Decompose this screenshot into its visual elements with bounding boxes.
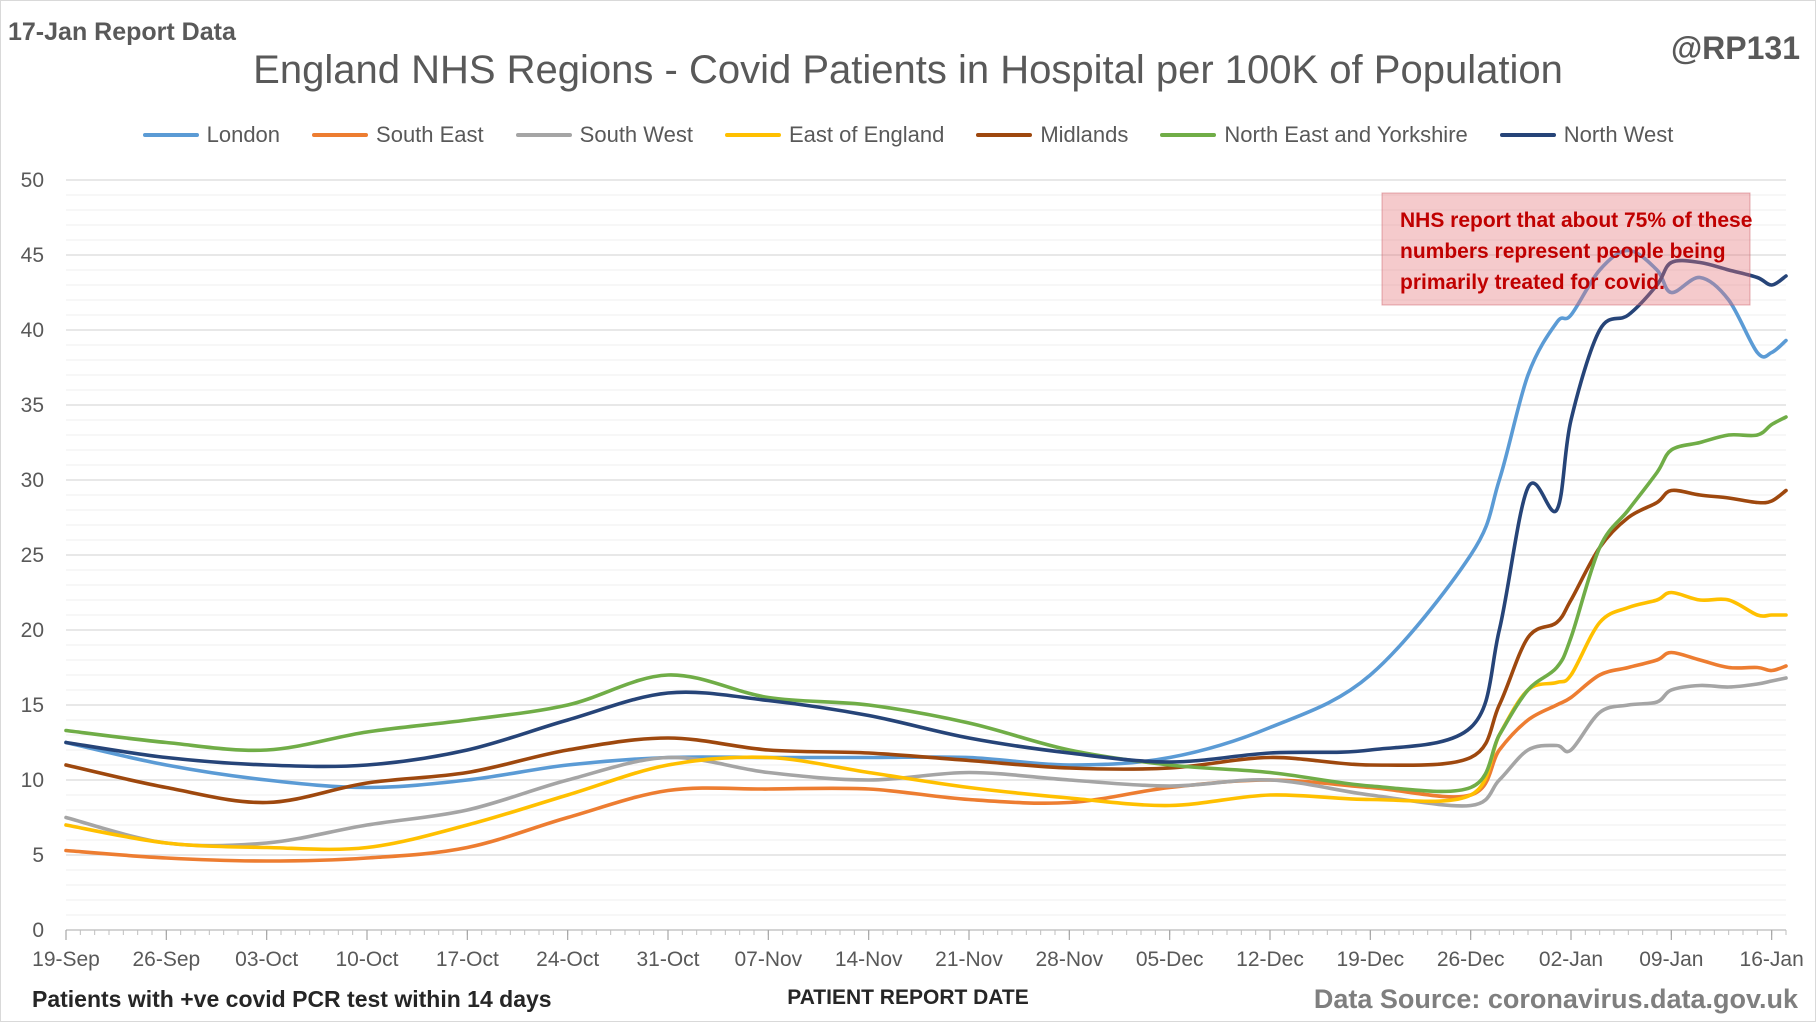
x-tick-label: 14-Nov bbox=[835, 948, 903, 971]
chart-legend: London South East South West East of Eng… bbox=[0, 122, 1816, 148]
annotation-box bbox=[1381, 192, 1751, 306]
y-tick-label: 30 bbox=[21, 469, 44, 492]
legend-label: South East bbox=[376, 122, 484, 147]
legend-swatch bbox=[142, 133, 199, 137]
legend-swatch bbox=[1499, 133, 1556, 137]
report-date-label: 17-Jan Report Data bbox=[8, 18, 236, 46]
y-tick-label: 5 bbox=[32, 844, 44, 867]
series-line-south-west bbox=[64, 676, 1788, 848]
x-tick-label: 19-Sep bbox=[32, 948, 100, 971]
y-tick-label: 10 bbox=[21, 769, 44, 792]
legend-item-north-east-and-yorkshire: North East and Yorkshire bbox=[1160, 122, 1468, 148]
x-tick-label: 26-Dec bbox=[1437, 948, 1505, 971]
legend-item-london: London bbox=[142, 122, 281, 148]
legend-item-south-west: South West bbox=[515, 122, 693, 148]
annotation-text: NHS report that about 75% of these bbox=[1400, 209, 1752, 232]
x-tick-label: 09-Jan bbox=[1639, 948, 1703, 971]
series-line-north-west bbox=[64, 258, 1788, 769]
annotation-text: primarily treated for covid. bbox=[1400, 271, 1665, 294]
legend-label: North West bbox=[1563, 122, 1674, 147]
x-tick-label: 21-Nov bbox=[935, 948, 1003, 971]
series-line-midlands bbox=[64, 488, 1788, 805]
x-tick-label: 07-Nov bbox=[734, 948, 802, 971]
legend-swatch bbox=[312, 133, 369, 137]
y-tick-label: 25 bbox=[21, 544, 44, 567]
x-tick-label: 02-Jan bbox=[1539, 948, 1603, 971]
y-tick-label: 0 bbox=[32, 919, 44, 942]
x-tick-label: 28-Nov bbox=[1035, 948, 1103, 971]
x-tick-label: 17-Oct bbox=[436, 948, 499, 971]
series-line-london bbox=[64, 248, 1788, 790]
x-tick-label: 16-Jan bbox=[1740, 948, 1804, 971]
x-tick-label: 12-Dec bbox=[1236, 948, 1304, 971]
x-tick-label: 26-Sep bbox=[132, 948, 200, 971]
x-tick-label: 24-Oct bbox=[536, 948, 599, 971]
chart-title: England NHS Regions - Covid Patients in … bbox=[253, 48, 1563, 92]
legend-swatch bbox=[976, 133, 1033, 137]
author-handle: @RP131 bbox=[1670, 30, 1800, 66]
x-tick-label: 10-Oct bbox=[335, 948, 398, 971]
legend-swatch bbox=[515, 133, 572, 137]
series-line-north-east-and-yorkshire bbox=[64, 415, 1788, 794]
y-tick-label: 15 bbox=[21, 694, 44, 717]
legend-label: East of England bbox=[789, 122, 945, 147]
y-tick-label: 45 bbox=[21, 244, 44, 267]
footnote-pcr: Patients with +ve covid PCR test within … bbox=[32, 986, 552, 1012]
data-source: Data Source: coronavirus.data.gov.uk bbox=[1313, 984, 1798, 1014]
legend-item-north-west: North West bbox=[1499, 122, 1674, 148]
legend-label: London bbox=[206, 122, 281, 147]
y-tick-label: 50 bbox=[21, 169, 44, 192]
legend-swatch bbox=[1160, 133, 1217, 137]
x-axis-title: PATIENT REPORT DATE bbox=[787, 986, 1029, 1009]
y-tick-label: 40 bbox=[21, 319, 44, 342]
legend-item-south-east: South East bbox=[312, 122, 484, 148]
legend-label: Midlands bbox=[1040, 122, 1129, 147]
y-tick-label: 35 bbox=[21, 394, 44, 417]
y-tick-label: 20 bbox=[21, 619, 44, 642]
x-tick-label: 03-Oct bbox=[235, 948, 298, 971]
x-tick-label: 05-Dec bbox=[1136, 948, 1204, 971]
legend-item-east-of-england: East of England bbox=[725, 122, 944, 148]
legend-label: North East and Yorkshire bbox=[1224, 122, 1468, 147]
x-tick-label: 31-Oct bbox=[636, 948, 699, 971]
legend-swatch bbox=[725, 133, 781, 137]
x-tick-label: 19-Dec bbox=[1336, 948, 1404, 971]
series-line-east-of-england bbox=[64, 590, 1788, 852]
legend-label: South West bbox=[579, 122, 693, 147]
annotation-text: numbers represent people being bbox=[1400, 240, 1726, 263]
legend-item-midlands: Midlands bbox=[976, 122, 1128, 148]
